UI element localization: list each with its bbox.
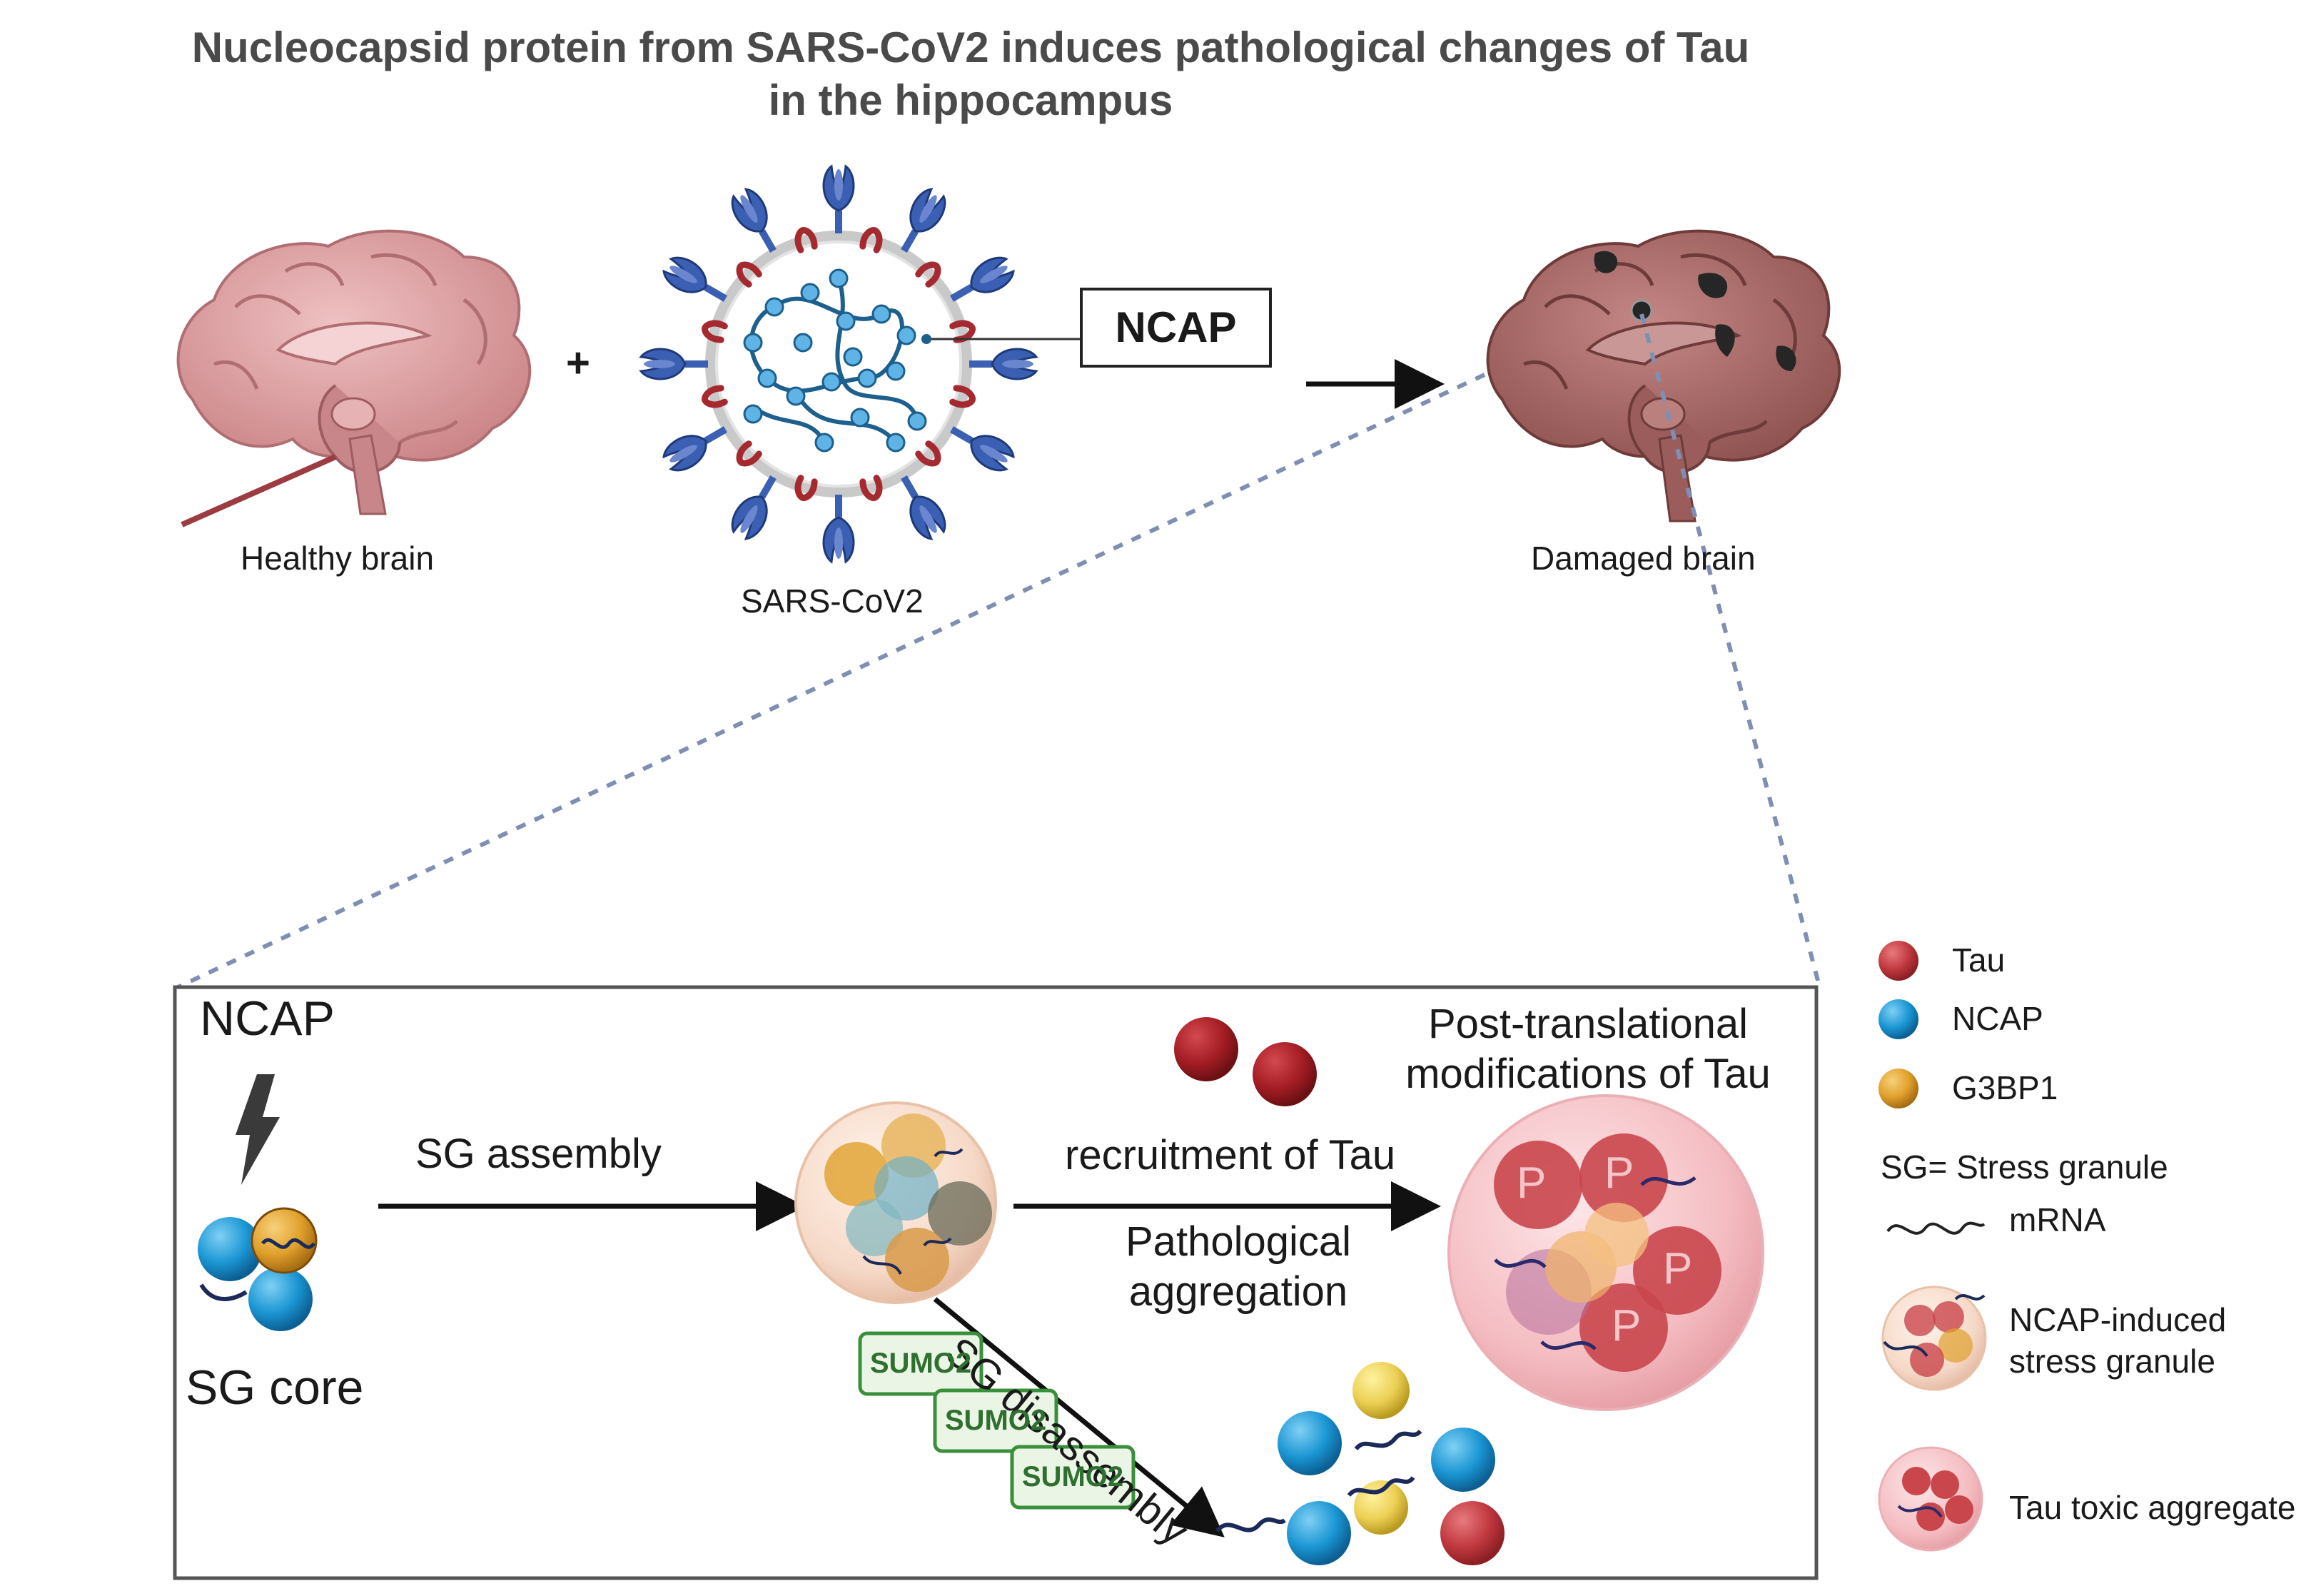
sumo2-tags [858, 1331, 1136, 1510]
pathological-line-2: aggregation [1128, 1268, 1348, 1315]
legend-tau-agg-label: Tau toxic aggregate [2009, 1489, 2296, 1526]
title-line-2: in the hippocampus [768, 76, 1173, 124]
legend-tau-swatch [1878, 941, 1918, 981]
healthy-brain-label: Healthy brain [241, 540, 435, 577]
tau-toxic-aggregate-illustration [1447, 1094, 1764, 1411]
phospho-label-1: P [1517, 1158, 1547, 1208]
damaged-brain-illustration [1486, 229, 1841, 522]
sumo2-tag-1: SUMO2 [869, 1348, 972, 1379]
legend-ncap-sg-label: NCAP-induced stress granule [2009, 1299, 2226, 1382]
legend-ncap-sg-line-1: NCAP-induced [2009, 1301, 2227, 1338]
virus-label: SARS-CoV2 [741, 582, 924, 620]
spike-protein-icon [639, 348, 709, 380]
sars-cov2-virus-illustration [639, 165, 1038, 563]
sg-assembly-label: SG assembly [415, 1131, 662, 1177]
legend-tau-label: Tau [1952, 941, 2006, 979]
legend-ncap-label: NCAP [1952, 1000, 2043, 1037]
legend-mrna-label: mRNA [2009, 1201, 2106, 1238]
legend-g3bp1-label: G3BP1 [1952, 1069, 2058, 1106]
legend-ncap-sg-line-2: stress granule [2009, 1343, 2215, 1380]
spike-protein-icon [822, 493, 855, 563]
legend-sg-definition: SG= Stress granule [1881, 1148, 2168, 1186]
sumo2-tag-3: SUMO2 [1021, 1461, 1124, 1493]
spike-protein-icon [822, 165, 855, 235]
plus-sign: + [566, 340, 590, 386]
phospho-label-3: P [1663, 1244, 1693, 1293]
zoom-line-right [1639, 313, 1822, 989]
spike-protein-icon [968, 348, 1038, 380]
free-tau-2 [1253, 1042, 1317, 1106]
legend-graphics [1878, 941, 1987, 1552]
legend-g3bp1-swatch [1878, 1069, 1918, 1108]
phospho-label-4: P [1612, 1301, 1642, 1350]
legend-agg-swatch [1878, 1446, 1983, 1552]
damaged-brain-label: Damaged brain [1531, 540, 1756, 577]
ncap-callout-text: NCAP [1115, 303, 1237, 351]
ncap-stress-granule-illustration [794, 1101, 997, 1304]
figure-title: Nucleocapsid protein from SARS-CoV2 indu… [107, 21, 1834, 127]
zoom-line-left [173, 373, 1486, 991]
legend-sg-swatch [1881, 1286, 1987, 1391]
pathological-aggregation-label: Pathological aggregation [1028, 1217, 1449, 1317]
free-tau-1 [1174, 1017, 1238, 1081]
phospho-label-2: P [1604, 1148, 1634, 1198]
sg-core-illustration [198, 1207, 318, 1331]
sumo2-tag-2: SUMO2 [944, 1405, 1047, 1436]
healthy-brain-illustration [176, 229, 532, 527]
legend-ncap-swatch [1878, 999, 1918, 1039]
legend-mrna-swatch [1886, 1221, 1986, 1235]
disassembled-components [1215, 1362, 1505, 1565]
lightning-icon [236, 1074, 280, 1185]
pathological-line-1: Pathological [1126, 1218, 1351, 1265]
ncap-callout-box [1080, 288, 1272, 368]
ptm-line-1: Post-translational [1427, 1001, 1749, 1047]
ptm-label: Post-translational modifications of Tau [1377, 999, 1799, 1099]
sg-core-label: SG core [186, 1360, 364, 1415]
recruitment-label: recruitment of Tau [1065, 1132, 1396, 1178]
inset-ncap-label: NCAP [200, 991, 335, 1046]
ptm-line-2: modifications of Tau [1405, 1051, 1771, 1097]
title-line-1: Nucleocapsid protein from SARS-CoV2 indu… [191, 24, 1750, 71]
